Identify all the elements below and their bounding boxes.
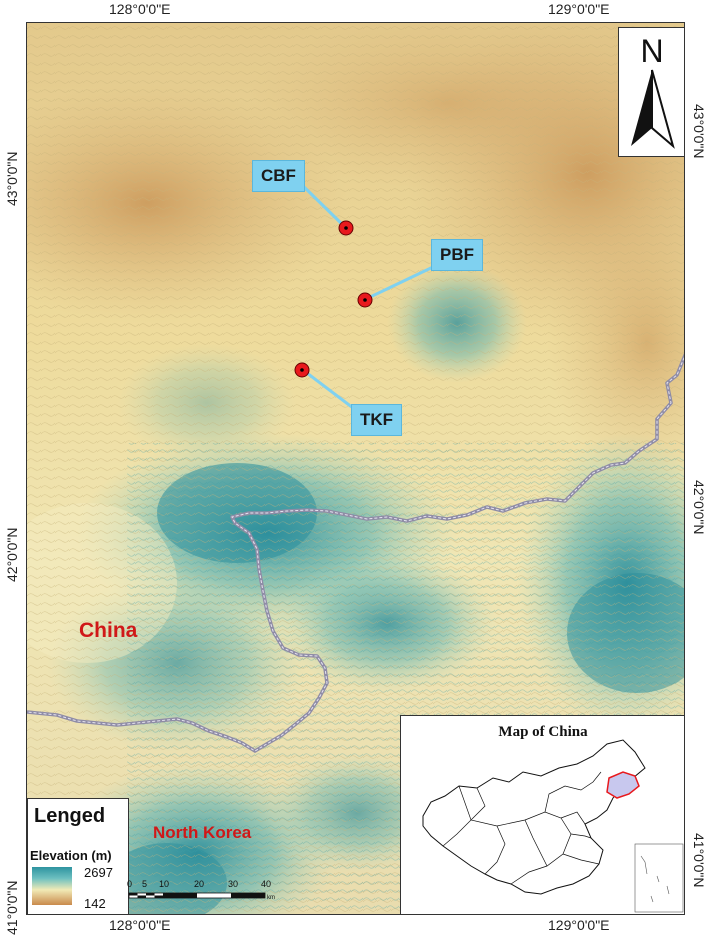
legend-title: Lenged — [34, 805, 106, 827]
tkf-site-marker[interactable] — [294, 362, 310, 378]
pbf-site-label[interactable]: PBF — [431, 239, 483, 271]
pbf-leader-line — [365, 265, 434, 301]
latitude-label-41-right: 41°0'0"N — [691, 833, 707, 888]
north-arrow-icon — [631, 70, 652, 146]
inset-map-of-china: Map of China — [400, 715, 684, 914]
cbf-site-label[interactable]: CBF — [252, 160, 305, 192]
legend-min-value: 142 — [84, 896, 106, 911]
latitude-label-43-right: 43°0'0"N — [691, 104, 707, 159]
scale-tick-0: 0 — [127, 879, 133, 889]
latitude-label-41-left: 41°0'0"N — [4, 880, 20, 936]
legend-subtitle: Elevation (m) — [30, 848, 112, 863]
highlighted-region — [606, 771, 640, 799]
longitude-label-129-bottom: 129°0'0"E — [548, 917, 610, 933]
longitude-label-128-top: 128°0'0"E — [109, 1, 171, 17]
elevation-color-ramp — [32, 867, 72, 905]
legend: Lenged Elevation (m) 2697 142 — [27, 798, 129, 914]
scale-tick-5: 5 — [142, 879, 148, 889]
china-label: China — [79, 619, 138, 642]
pbf-site-marker[interactable] — [357, 292, 373, 308]
map-frame[interactable]: CBF PBF TKF China North Korea N Map of C… — [26, 22, 685, 915]
north-korea-label: North Korea — [153, 823, 252, 842]
china-outline-map — [422, 739, 684, 913]
north-arrow: N — [618, 27, 684, 157]
north-arrow-label: N — [640, 33, 663, 69]
scale-tick-40: 40 — [261, 879, 272, 889]
longitude-label-129-top: 129°0'0"E — [548, 1, 610, 17]
legend-max-value: 2697 — [84, 865, 113, 880]
tkf-site-label[interactable]: TKF — [351, 404, 403, 436]
scale-tick-10: 10 — [159, 879, 170, 889]
latitude-label-42-right: 42°0'0"N — [691, 480, 707, 535]
inset-title: Map of China — [498, 724, 588, 740]
latitude-label-43-left: 43°0'0"N — [4, 151, 20, 207]
longitude-label-128-bottom: 128°0'0"E — [109, 917, 171, 933]
cbf-leader-line — [299, 182, 348, 230]
cbf-site-marker[interactable] — [338, 220, 354, 236]
latitude-label-42-left: 42°0'0"N — [4, 527, 20, 583]
scale-bar: 0 5 10 20 30 40 km — [127, 879, 277, 914]
scale-tick-30: 30 — [228, 879, 239, 889]
scale-tick-20: 20 — [194, 879, 205, 889]
scale-unit: km — [267, 895, 275, 901]
